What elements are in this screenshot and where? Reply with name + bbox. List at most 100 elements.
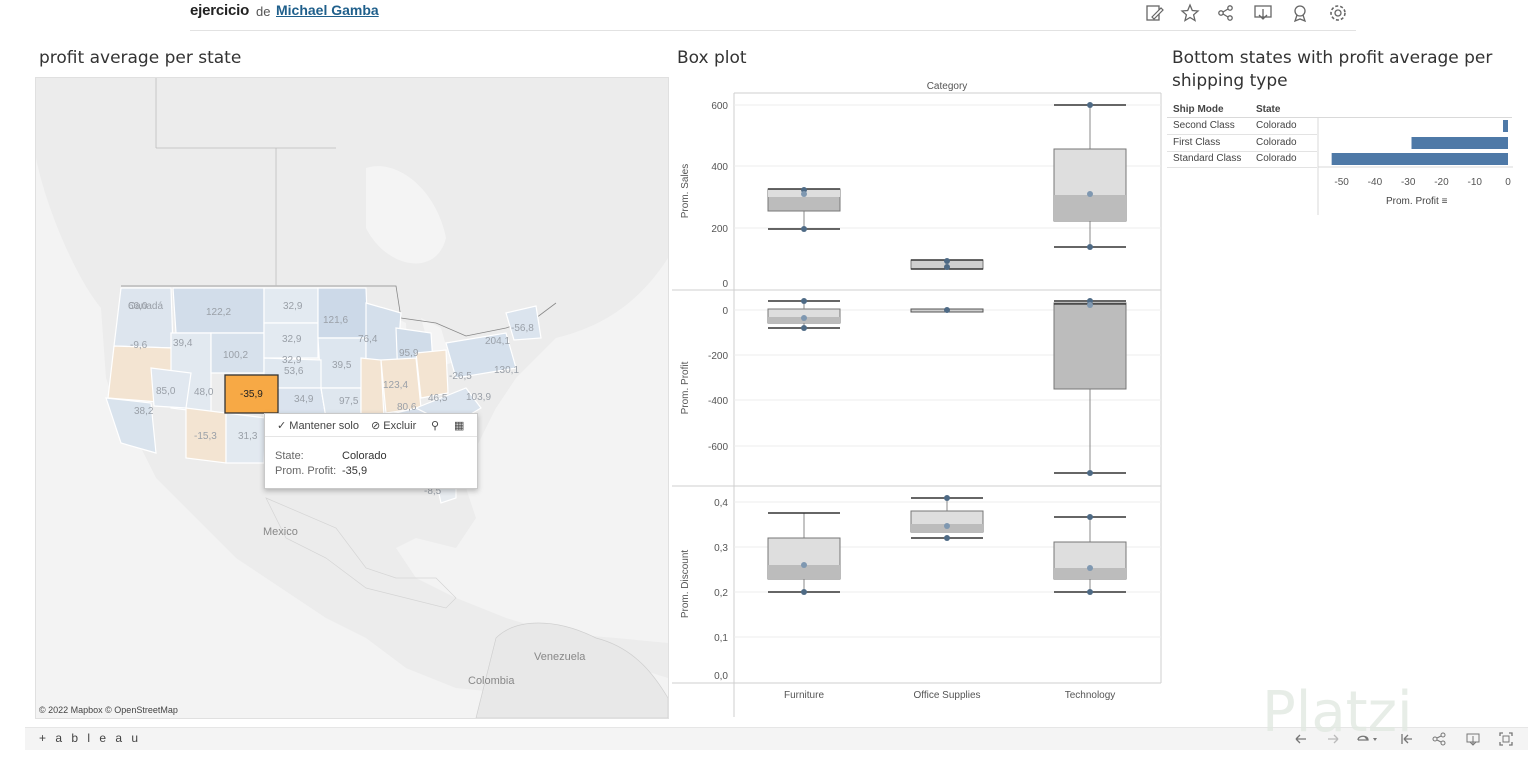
box-profit-technology [1053, 302, 1127, 390]
tooltip-profit-label: Prom. Profit: [275, 465, 337, 477]
boxplot-svg: Category Prom. Sales Prom. Profit Prom. … [672, 81, 1162, 717]
map-attribution[interactable]: © 2022 Mapbox © OpenStreetMap [39, 705, 178, 715]
share-icon[interactable] [1215, 2, 1237, 24]
keep-only-button[interactable]: ✓ Mantener solo [277, 420, 359, 432]
map-place-label: Canadá [128, 301, 164, 312]
state-value-label: 103,9 [466, 392, 492, 403]
row-label-discount: Prom. Discount [680, 550, 691, 619]
workbook-title: ejercicio [190, 2, 250, 19]
bar-tick-label: -30 [1401, 177, 1416, 188]
exclude-button[interactable]: ⊘ Excluir [371, 420, 417, 432]
state-value-label: -56,8 [511, 323, 534, 334]
star-icon[interactable] [1179, 2, 1201, 24]
category-header: Category [927, 81, 968, 92]
bar-tick-label: 0 [1505, 177, 1511, 188]
header-divider [1167, 117, 1512, 118]
map-background [36, 78, 668, 718]
edit-icon[interactable] [1143, 2, 1165, 24]
download-icon[interactable] [1465, 731, 1481, 747]
state-value-label: -9,6 [130, 340, 148, 351]
group-icon[interactable]: ⚲ [431, 420, 440, 432]
state-value-label: -15,3 [194, 431, 217, 442]
tick-label: -200 [708, 351, 728, 362]
ship-mode-cell: Standard Class [1173, 153, 1242, 164]
download-icon[interactable] [1252, 2, 1274, 24]
state-value-label: 122,2 [206, 307, 232, 318]
state-value-label: 130,1 [494, 365, 520, 376]
platzi-watermark: Platzi [1262, 680, 1413, 745]
bar-standard-class[interactable] [1331, 153, 1508, 165]
state-value-label: -26,5 [449, 371, 472, 382]
state-cell: Colorado [1256, 137, 1297, 148]
tick-label: 400 [711, 162, 728, 173]
bar-axis-label: Prom. Profit ≡ [1386, 196, 1447, 207]
redo-icon[interactable] [1325, 731, 1341, 747]
tooltip-actions: ✓ Mantener solo ⊘ Excluir ⚲ ▦ [265, 414, 477, 437]
keep-only-label: Mantener solo [289, 420, 359, 432]
boxplot-sheet-title: Box plot [677, 48, 747, 68]
map-tooltip: ✓ Mantener solo ⊘ Excluir ⚲ ▦ State: Col… [264, 413, 478, 489]
settings-icon[interactable] [1327, 2, 1349, 24]
tick-label: 0,4 [714, 498, 728, 509]
state-value-label: 97,5 [339, 396, 359, 407]
col-header-ship-mode: Ship Mode [1173, 104, 1224, 115]
state-value-label: 31,3 [238, 431, 258, 442]
tooltip-profit-value: -35,9 [342, 465, 368, 477]
ship-mode-cell: First Class [1173, 137, 1221, 148]
profit-map[interactable]: Canadá 66,0 122,2 32,9 121,6 -56,8 -9,6 … [35, 77, 669, 719]
fullscreen-icon[interactable] [1498, 731, 1514, 747]
by-label: de [256, 4, 271, 19]
tick-label: 0,0 [714, 671, 728, 682]
state-value-label: 100,2 [223, 350, 249, 361]
undo-icon[interactable] [1293, 731, 1309, 747]
bar-first-class[interactable] [1411, 137, 1508, 149]
tick-label: 200 [711, 224, 728, 235]
tick-label: 0,3 [714, 543, 728, 554]
bar-second-class[interactable] [1503, 120, 1508, 132]
category-label: Technology [1065, 690, 1116, 701]
boxplot-chart[interactable]: Category Prom. Sales Prom. Profit Prom. … [672, 77, 1162, 717]
tick-label: 0 [722, 306, 728, 317]
bar-sheet-title: Bottom states with profit average per sh… [1172, 48, 1493, 91]
table-row[interactable]: Second Class Colorado [1167, 118, 1317, 135]
tableau-logo[interactable]: + a b l e a u [39, 731, 142, 745]
state-value-label: 32,9 [282, 355, 302, 366]
bar-axis-label-text: Prom. Profit [1386, 196, 1439, 207]
state-value-label: 34,9 [294, 394, 314, 405]
state-value-label: 46,5 [428, 393, 448, 404]
state-value-label: 85,0 [156, 386, 176, 397]
state-value-label: 121,6 [323, 315, 349, 326]
bar-chart[interactable]: Ship Mode State Second Class Colorado Fi… [1167, 100, 1517, 220]
share-icon[interactable] [1431, 731, 1447, 747]
tooltip-state-value: Colorado [342, 450, 387, 462]
state-value-label: 123,4 [383, 380, 409, 391]
tick-label: 0 [722, 279, 728, 290]
table-row[interactable]: First Class Colorado [1167, 135, 1317, 152]
state-value-label: 39,5 [332, 360, 352, 371]
workbook-header: ejercicio de Michael Gamba [190, 0, 1356, 31]
state-value-label: 66,0 [128, 301, 148, 312]
colorado-state [224, 374, 279, 414]
row-label-profit: Prom. Profit [680, 361, 691, 414]
view-data-icon[interactable]: ▦ [454, 420, 465, 432]
category-label: Office Supplies [913, 690, 980, 701]
state-value-label: -35,9 [240, 389, 263, 400]
state-cell: Colorado [1256, 120, 1297, 131]
state-value-label: 48,0 [194, 387, 214, 398]
back-icon[interactable] [1399, 731, 1415, 747]
col-header-state: State [1256, 104, 1281, 115]
metrics-icon[interactable] [1289, 2, 1311, 24]
category-label: Furniture [784, 690, 824, 701]
state-value-label: 76,4 [358, 334, 378, 345]
tick-label: 0,1 [714, 633, 728, 644]
tick-label: 0,2 [714, 588, 728, 599]
tick-label: -400 [708, 396, 728, 407]
row-label-sales: Prom. Sales [680, 164, 691, 218]
table-row[interactable]: Standard Class Colorado [1167, 151, 1317, 168]
sort-icon[interactable]: ≡ [1441, 196, 1448, 207]
state-value-label: 95,9 [399, 348, 419, 359]
author-link[interactable]: Michael Gamba [276, 2, 379, 18]
map-place-label: Venezuela [534, 651, 586, 663]
revert-icon[interactable] [1355, 731, 1377, 747]
state-value-label: 80,6 [397, 402, 417, 413]
